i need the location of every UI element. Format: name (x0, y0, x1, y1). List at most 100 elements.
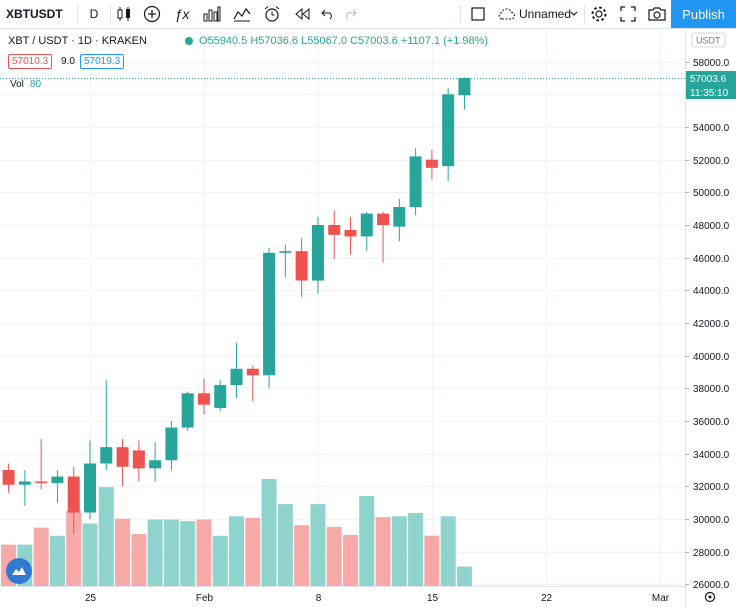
time-tick-label: 15 (427, 593, 439, 604)
currency-badge: USDT (696, 36, 721, 46)
toolbar-divider (110, 5, 111, 23)
volume-bar (131, 534, 147, 586)
candle-body (165, 427, 178, 461)
top-toolbar: XBTUSDT D ƒx Unnamed Publi (0, 0, 736, 29)
price-tick-label: 50000.0 (693, 188, 730, 199)
volume-bar (163, 519, 179, 586)
time-axis: 25 Feb 8 15 22 Mar (0, 586, 716, 604)
candlestick-series (2, 77, 471, 534)
candle-body (377, 213, 390, 226)
candle-body (458, 77, 471, 96)
candle-body (263, 252, 276, 376)
axis-settings-icon-center (708, 595, 712, 599)
price-tick-label: 54000.0 (693, 123, 730, 134)
price-tick-label: 38000.0 (693, 384, 730, 395)
price-tick-label: 36000.0 (693, 417, 730, 428)
volume-bar (375, 517, 391, 586)
candle-body (149, 460, 162, 469)
price-tick-label: 52000.0 (693, 156, 730, 167)
spread-value: 9.0 (61, 56, 75, 67)
price-tick-label: 32000.0 (693, 482, 730, 493)
volume-bar (294, 525, 310, 586)
volume-label: Vol (10, 79, 24, 90)
interval-button[interactable]: D (89, 7, 99, 21)
candle-body (279, 251, 292, 253)
candle-body (214, 385, 227, 408)
countdown-label: 11:35:10 (690, 88, 729, 99)
chart-legend: XBT / USDT · 1D · KRAKEN O55940.5 H57036… (8, 35, 488, 47)
volume-bar (310, 504, 326, 586)
axis-settings-icon (704, 591, 716, 603)
replay-icon[interactable] (291, 0, 313, 28)
undo-icon[interactable] (318, 0, 338, 28)
legend-title[interactable]: XBT / USDT · 1D · KRAKEN (8, 35, 147, 47)
volume-bar (440, 516, 456, 586)
price-tick-label: 58000.0 (693, 58, 730, 69)
candle-body (230, 368, 243, 386)
price-tick-label: 28000.0 (693, 548, 730, 559)
chevron-down-icon[interactable] (568, 0, 580, 28)
toolbar-divider (460, 5, 461, 23)
candle-body (344, 229, 357, 237)
compare-icon[interactable] (201, 0, 223, 28)
candle-body (67, 476, 80, 513)
layout-name[interactable]: Unnamed (519, 7, 572, 21)
alert-icon[interactable] (261, 0, 283, 28)
candle-body (442, 94, 455, 167)
expand-icon[interactable] (617, 0, 639, 28)
ask-price[interactable]: 57019.3 (80, 54, 125, 69)
volume-bar (359, 496, 375, 586)
price-tick-label: 46000.0 (693, 254, 730, 265)
symbol-search-button[interactable]: XBTUSDT (6, 7, 63, 21)
volume-bar (261, 479, 277, 586)
add-circle-icon[interactable] (141, 0, 163, 28)
time-tick-label: Mar (652, 593, 670, 604)
price-tick-label: 42000.0 (693, 319, 730, 330)
camera-icon[interactable] (646, 0, 668, 28)
volume-bar (82, 523, 98, 586)
volume-bar (391, 516, 407, 586)
publish-button[interactable]: Publish (671, 0, 736, 28)
price-tick-label: 44000.0 (693, 286, 730, 297)
legend-ohlc: O55940.5 H57036.6 L55067.0 C57003.6 +110… (198, 35, 489, 47)
volume-value: 80 (29, 79, 42, 90)
candle-body (35, 481, 48, 484)
candle-body (132, 450, 145, 469)
time-tick-label: 25 (85, 593, 97, 604)
tradingview-logo-icon[interactable] (6, 558, 32, 584)
settings-icon[interactable] (588, 0, 610, 28)
candle-body (181, 393, 194, 428)
volume-bar (408, 513, 424, 586)
candle-body (360, 213, 373, 237)
countdown-label-bg (686, 85, 736, 99)
price-tick-label: 40000.0 (693, 352, 730, 363)
candle-body (328, 225, 341, 235)
toolbar-divider (584, 5, 585, 23)
templates-icon[interactable] (231, 0, 253, 28)
volume-bar (229, 516, 245, 586)
candles-icon[interactable] (113, 0, 135, 28)
volume-bar (245, 517, 261, 586)
redo-icon[interactable] (340, 0, 360, 28)
volume-bar (33, 527, 49, 586)
volume-bar (342, 534, 358, 586)
volume-bar (49, 535, 65, 586)
time-tick-label: Feb (196, 593, 214, 604)
currency-badge-bg (691, 32, 726, 48)
volume-bar (115, 518, 131, 586)
volume-bar (456, 566, 472, 586)
last-price-label: 57003.6 (690, 74, 727, 85)
time-tick-label: 22 (541, 593, 553, 604)
volume-bar (196, 519, 212, 586)
volume-bar (277, 504, 293, 586)
candle-body (18, 481, 31, 485)
volume-bar (66, 510, 82, 586)
volume-bar (212, 535, 228, 586)
cloud-icon[interactable] (496, 0, 518, 28)
bid-price[interactable]: 57010.3 (8, 54, 53, 69)
volume-bars (1, 479, 472, 586)
fullscreen-checkbox-icon[interactable] (468, 0, 488, 28)
price-tick-label: 30000.0 (693, 515, 730, 526)
price-chart[interactable]: 26000.0 28000.0 30000.0 32000.0 34000.0 36000… (0, 29, 736, 607)
indicators-icon[interactable]: ƒx (174, 6, 190, 22)
